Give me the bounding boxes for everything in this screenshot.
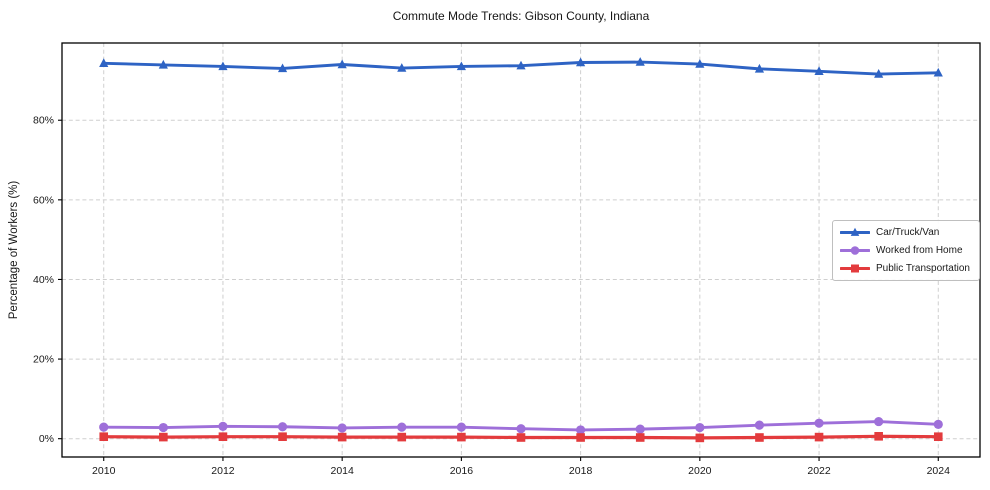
marker-square <box>159 432 168 442</box>
marker-square <box>635 433 645 442</box>
marker-square <box>695 433 705 443</box>
marker-triangle <box>99 58 109 68</box>
marker-triangle <box>218 61 228 71</box>
marker-square <box>874 432 883 441</box>
marker-square <box>218 432 228 441</box>
marker-circle <box>277 422 288 432</box>
marker-square <box>397 432 407 442</box>
y-tick-label: 0% <box>39 433 54 445</box>
legend-label: Worked from Home <box>876 245 963 256</box>
y-tick-label: 80% <box>33 115 54 127</box>
marker-triangle <box>158 59 168 69</box>
marker-circle <box>850 246 860 255</box>
marker-triangle <box>814 66 824 75</box>
marker-triangle <box>874 69 884 78</box>
marker-circle <box>397 422 407 432</box>
y-tick-label: 60% <box>33 194 54 206</box>
marker-triangle <box>576 57 586 67</box>
marker-triangle <box>516 60 526 70</box>
marker-circle <box>754 420 765 430</box>
marker-circle <box>576 425 586 435</box>
x-tick-label: 2020 <box>688 465 712 477</box>
x-tick-label: 2012 <box>211 465 235 477</box>
marker-square <box>516 433 526 442</box>
x-tick-label: 2014 <box>330 465 354 477</box>
plot-border <box>61 42 981 458</box>
legend-item-public-transportation: Public Transportation <box>840 262 970 275</box>
marker-circle <box>337 423 347 433</box>
x-tick-label: 2024 <box>927 465 951 477</box>
marker-square <box>814 432 824 442</box>
x-tick-label: 2010 <box>92 465 116 477</box>
marker-triangle <box>277 63 288 73</box>
marker-circle <box>874 416 884 427</box>
marker-circle <box>158 422 168 433</box>
marker-triangle <box>635 57 645 66</box>
marker-square <box>576 433 585 442</box>
marker-circle <box>814 418 824 428</box>
marker-square <box>457 432 466 442</box>
marker-circle <box>635 424 645 434</box>
y-tick-label: 20% <box>33 354 54 366</box>
marker-square <box>755 433 764 442</box>
marker-circle <box>516 424 526 434</box>
marker-triangle <box>933 67 943 77</box>
chart-title: Commute Mode Trends: Gibson County, Indi… <box>392 9 650 23</box>
x-tick-label: 2018 <box>569 465 593 477</box>
legend-item-car-truck-van: Car/Truck/Van <box>840 226 970 239</box>
legend-label: Public Transportation <box>876 263 970 274</box>
marker-circle <box>456 422 466 432</box>
marker-triangle <box>695 59 705 68</box>
y-tick-label: 40% <box>33 274 54 286</box>
legend-label: Car/Truck/Van <box>876 227 940 238</box>
legend-triangle-marker-icon <box>840 227 870 236</box>
legend: Car/Truck/Van Worked from Home Public Tran… <box>832 220 980 281</box>
legend-item-worked-from-home: Worked from Home <box>840 244 970 257</box>
marker-square <box>278 432 287 441</box>
marker-square <box>851 264 859 273</box>
marker-triangle <box>456 61 466 71</box>
x-tick-label: 2022 <box>807 465 831 477</box>
marker-circle <box>99 422 109 432</box>
marker-triangle <box>337 59 347 69</box>
marker-circle <box>695 422 705 433</box>
legend-square-marker-icon <box>840 264 870 273</box>
marker-square <box>933 432 943 441</box>
x-tick-label: 2016 <box>450 465 474 477</box>
marker-circle <box>933 419 943 429</box>
marker-triangle <box>397 63 407 72</box>
marker-square <box>337 432 347 442</box>
marker-square <box>99 432 109 441</box>
marker-triangle <box>850 227 860 236</box>
marker-circle <box>218 421 228 431</box>
marker-triangle <box>754 63 765 73</box>
legend-circle-marker-icon <box>840 246 870 255</box>
